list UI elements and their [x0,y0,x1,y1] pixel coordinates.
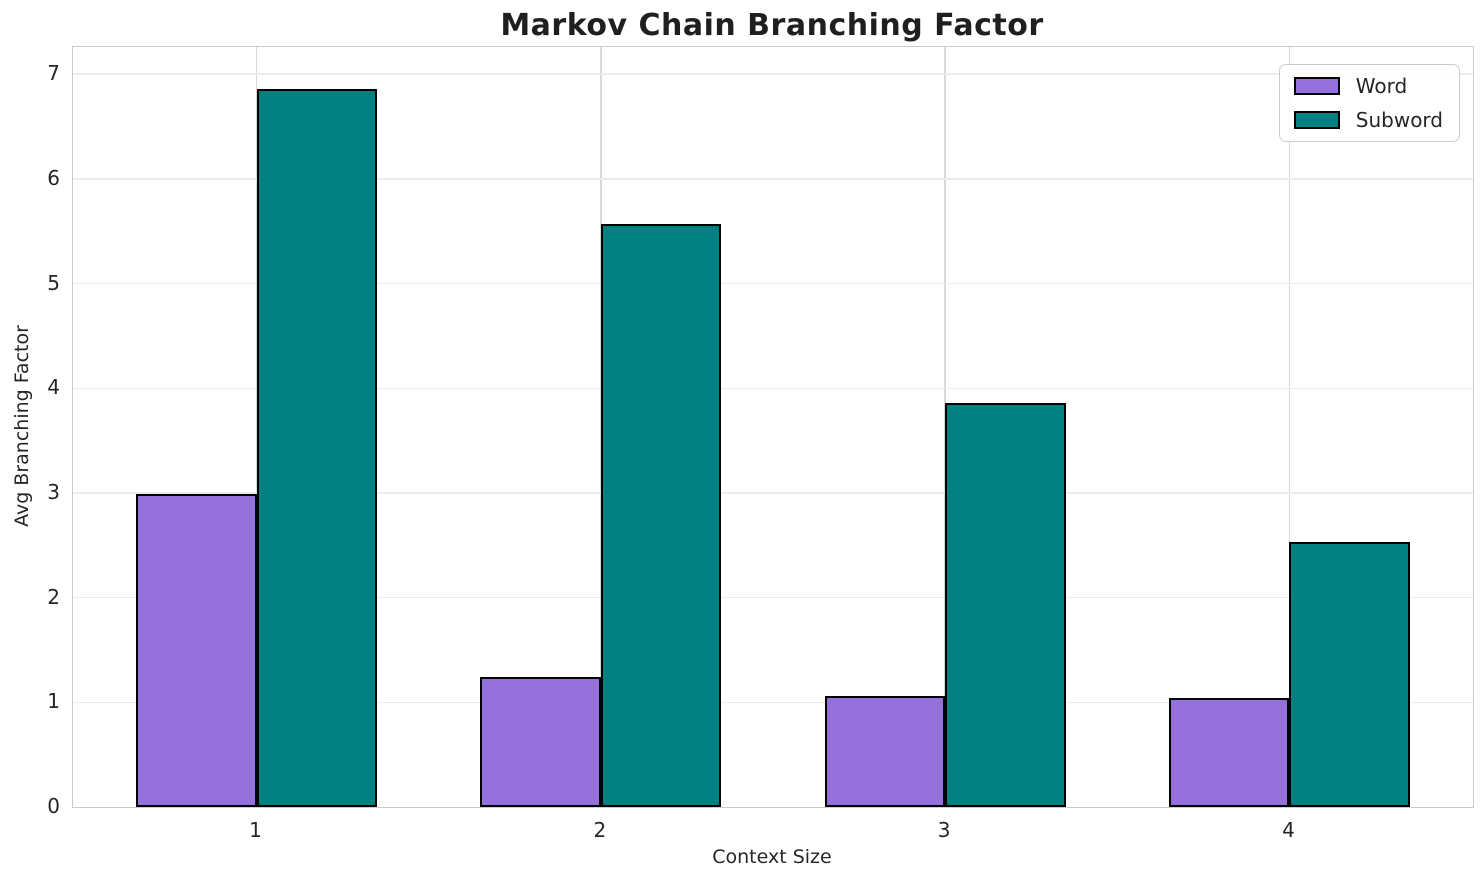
chart-title: Markov Chain Branching Factor [500,8,1044,43]
legend-label-word: Word [1355,74,1408,98]
bar-subword-4 [1289,542,1410,807]
vertical-gridline [1288,47,1291,807]
y-tick-label: 2 [47,584,60,609]
x-tick-label: 2 [593,818,607,842]
y-tick-label: 7 [47,61,60,86]
x-tick-label: 1 [249,818,262,842]
x-axis-label: Context Size [712,846,832,868]
horizontal-gridline [73,178,1473,180]
horizontal-gridline [73,73,1473,75]
y-tick-label: 6 [47,165,60,190]
y-tick-label: 5 [47,270,60,295]
plot-area: Word Subword [72,46,1474,808]
horizontal-gridline [73,596,1473,599]
x-tick-label: 4 [1282,818,1295,842]
word-swatch-icon [1293,77,1340,95]
bar-subword-2 [600,223,722,807]
y-tick-label: 4 [47,375,60,400]
bar-word-2 [480,677,601,807]
horizontal-gridline [73,701,1473,704]
horizontal-gridline [73,387,1473,390]
bar-subword-1 [256,88,378,807]
legend-item-word: Word [1293,74,1443,98]
x-tick-label: 3 [937,818,951,842]
legend-label-subword: Subword [1355,108,1443,132]
legend: Word Subword [1278,64,1460,142]
y-tick-label: 0 [47,794,60,818]
bar-subword-3 [945,402,1066,807]
bar-word-3 [824,696,946,807]
horizontal-gridline [73,282,1473,285]
bar-word-1 [136,494,257,807]
subword-swatch-icon [1293,111,1340,129]
legend-item-subword: Subword [1293,108,1443,132]
y-tick-label: 1 [47,689,60,714]
horizontal-gridline [73,492,1473,494]
y-tick-label: 3 [47,479,60,504]
bar-word-4 [1168,698,1290,807]
